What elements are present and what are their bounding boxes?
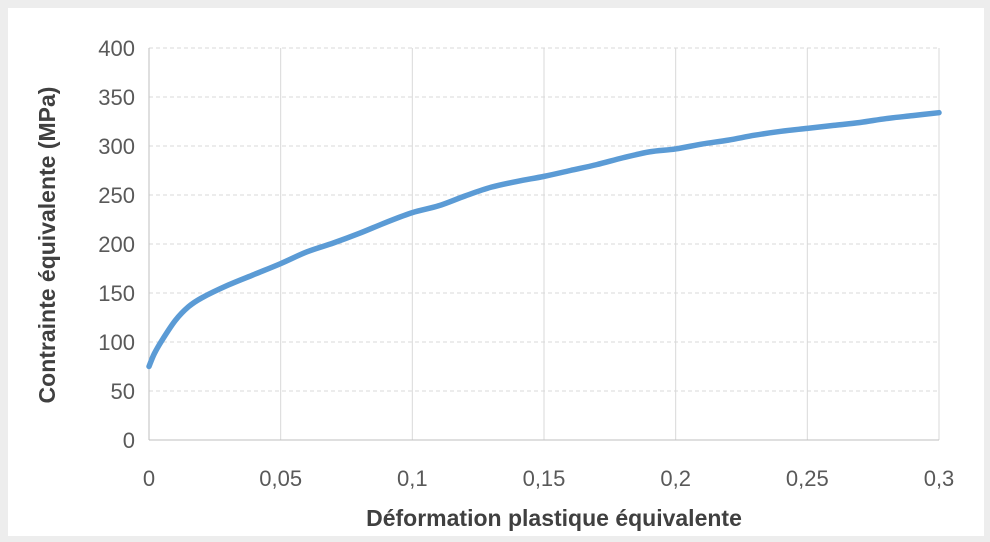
- grid-lines: [149, 47, 940, 440]
- x-tick-label: 0,15: [523, 466, 566, 491]
- y-tick-label: 50: [111, 379, 135, 404]
- axes: [148, 48, 939, 441]
- y-axis-ticks: 0 50 100 150 200 250 300 350 400: [98, 36, 135, 453]
- x-tick-label: 0: [143, 466, 155, 491]
- x-tick-label: 0,05: [259, 466, 302, 491]
- x-axis-title: Déformation plastique équivalente: [366, 505, 742, 531]
- x-axis-ticks: 0 0,05 0,1 0,15 0,2 0,25 0,3: [143, 466, 954, 491]
- series-group: [146, 109, 942, 370]
- y-tick-label: 200: [98, 232, 135, 257]
- x-tick-label: 0,2: [660, 466, 691, 491]
- y-tick-label: 0: [123, 428, 135, 453]
- y-tick-label: 350: [98, 85, 135, 110]
- chart-frame: 0 50 100 150 200 250 300 350 400 0 0,05 0,1 0,15 0,2…: [8, 8, 984, 536]
- y-tick-label: 100: [98, 330, 135, 355]
- x-tick-label: 0,1: [397, 466, 428, 491]
- x-tick-label: 0,25: [786, 466, 829, 491]
- series-line: [146, 109, 942, 370]
- y-tick-label: 300: [98, 134, 135, 159]
- line-chart: 0 50 100 150 200 250 300 350 400 0 0,05 0,1 0,15 0,2…: [34, 36, 954, 531]
- x-tick-label: 0,3: [924, 466, 955, 491]
- y-tick-label: 400: [98, 36, 135, 61]
- y-tick-label: 250: [98, 183, 135, 208]
- y-axis-title: Contrainte équivalente (MPa): [34, 87, 60, 404]
- y-tick-label: 150: [98, 281, 135, 306]
